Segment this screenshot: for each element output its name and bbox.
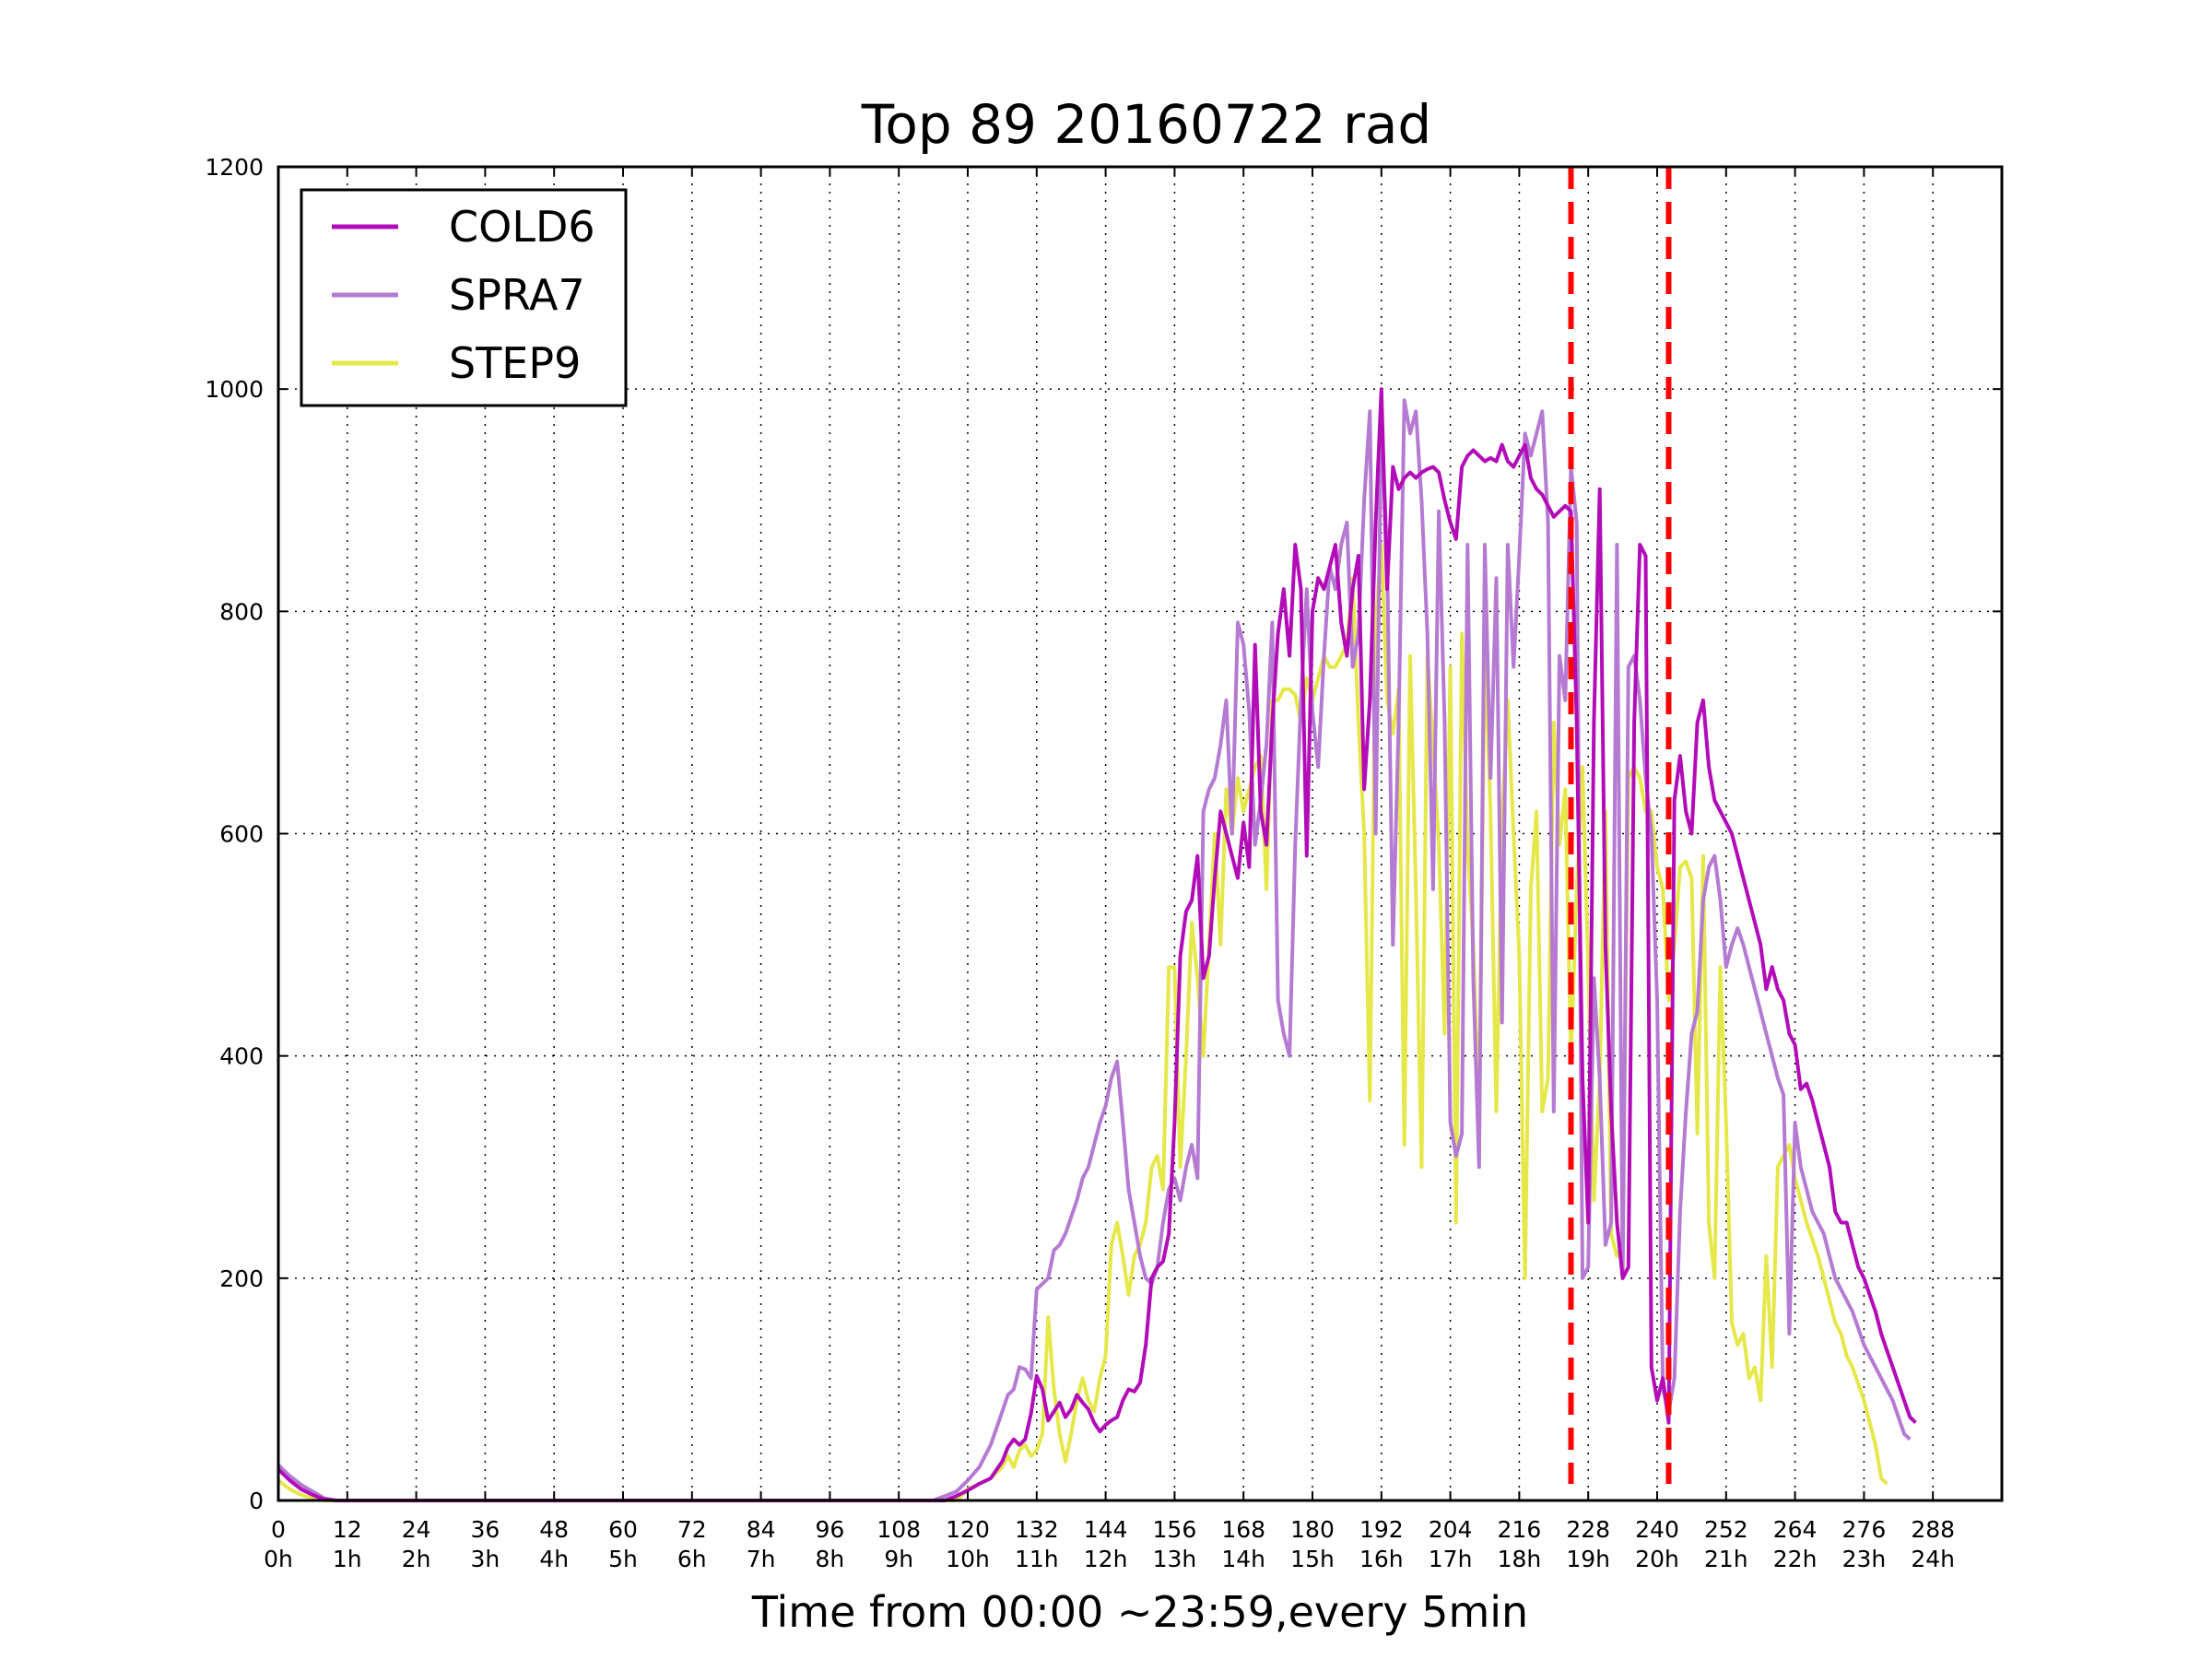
x-tick-label: 72	[677, 1516, 707, 1543]
x-tick-label: 156	[1153, 1516, 1197, 1543]
x-hour-label: 7h	[747, 1546, 776, 1572]
x-hour-label: 6h	[677, 1546, 707, 1572]
x-hour-label: 13h	[1153, 1546, 1197, 1572]
x-tick-label: 216	[1498, 1516, 1542, 1543]
series-group	[276, 387, 1917, 1502]
x-tick-label: 264	[1773, 1516, 1818, 1543]
x-tick-label: 240	[1635, 1516, 1679, 1543]
chart-title: Top 89 20160722 rad	[861, 93, 1431, 156]
x-tick-label: 180	[1290, 1516, 1335, 1543]
x-hour-label: 17h	[1429, 1546, 1473, 1572]
x-tick-label: 0	[271, 1516, 286, 1543]
x-tick-label: 48	[539, 1516, 569, 1543]
legend: COLD6 SPRA7 STEP9	[300, 188, 628, 407]
y-tick-label: 400	[219, 1043, 264, 1070]
x-tick-label: 24	[402, 1516, 431, 1543]
x-tick-label: 108	[877, 1516, 921, 1543]
x-hour-label: 9h	[884, 1546, 913, 1572]
x-tick-label: 192	[1359, 1516, 1404, 1543]
y-tick-label: 1000	[205, 376, 264, 403]
y-tick-label: 1200	[205, 154, 264, 181]
series-line-spra7	[276, 398, 1912, 1502]
x-tick-labels: 0 0h 12 1h 24 2h 36 3h 48 4h 60 5h 72 6h 84 7h 96 8h 108 9h…	[264, 1516, 1955, 1572]
legend-label-spra7: SPRA7	[449, 270, 585, 320]
x-tick-label: 36	[470, 1516, 500, 1543]
x-tick-label: 168	[1221, 1516, 1265, 1543]
vertical-markers	[1568, 167, 1672, 1484]
x-hour-label: 18h	[1498, 1546, 1542, 1572]
legend-label-cold6: COLD6	[449, 202, 595, 252]
x-hour-label: 5h	[608, 1546, 638, 1572]
series-line-step9	[276, 543, 1888, 1502]
x-hour-label: 24h	[1911, 1546, 1955, 1572]
x-tick-label: 96	[815, 1516, 844, 1543]
x-hour-label: 21h	[1704, 1546, 1748, 1572]
x-tick-label: 228	[1566, 1516, 1610, 1543]
x-hour-label: 20h	[1635, 1546, 1679, 1572]
x-tick-label: 12	[333, 1516, 362, 1543]
y-tick-label: 600	[219, 821, 264, 848]
x-tick-label: 252	[1704, 1516, 1748, 1543]
tick-marks	[277, 166, 2002, 1501]
x-hour-label: 10h	[946, 1546, 990, 1572]
x-hour-label: 11h	[1015, 1546, 1059, 1572]
series-line-cold6	[276, 387, 1917, 1502]
x-tick-label: 60	[608, 1516, 638, 1543]
x-hour-label: 23h	[1842, 1546, 1887, 1572]
x-hour-label: 14h	[1221, 1546, 1265, 1572]
x-hour-label: 8h	[816, 1546, 845, 1572]
y-tick-label: 0	[249, 1488, 264, 1514]
x-tick-label: 120	[946, 1516, 990, 1543]
x-hour-label: 15h	[1290, 1546, 1335, 1572]
x-hour-label: 22h	[1773, 1546, 1818, 1572]
x-hour-label: 12h	[1084, 1546, 1128, 1572]
y-tick-labels: 0 200 400 600 800 1000 1200	[205, 154, 264, 1514]
x-hour-label: 16h	[1359, 1546, 1404, 1572]
x-hour-label: 0h	[264, 1546, 293, 1572]
x-hour-label: 2h	[402, 1546, 431, 1572]
x-tick-label: 132	[1015, 1516, 1059, 1543]
legend-label-step9: STEP9	[449, 338, 581, 388]
y-tick-label: 800	[219, 598, 264, 625]
x-hour-label: 19h	[1566, 1546, 1610, 1572]
x-hour-label: 4h	[539, 1546, 569, 1572]
x-hour-label: 1h	[333, 1546, 362, 1572]
y-tick-label: 200	[219, 1265, 264, 1292]
x-axis-label: Time from 00:00 ~23:59,every 5min	[751, 1587, 1528, 1637]
x-tick-label: 84	[747, 1516, 776, 1543]
x-hour-label: 3h	[471, 1546, 500, 1572]
x-tick-label: 144	[1084, 1516, 1128, 1543]
x-tick-label: 204	[1429, 1516, 1473, 1543]
x-tick-label: 288	[1911, 1516, 1955, 1543]
x-tick-label: 276	[1842, 1516, 1887, 1543]
